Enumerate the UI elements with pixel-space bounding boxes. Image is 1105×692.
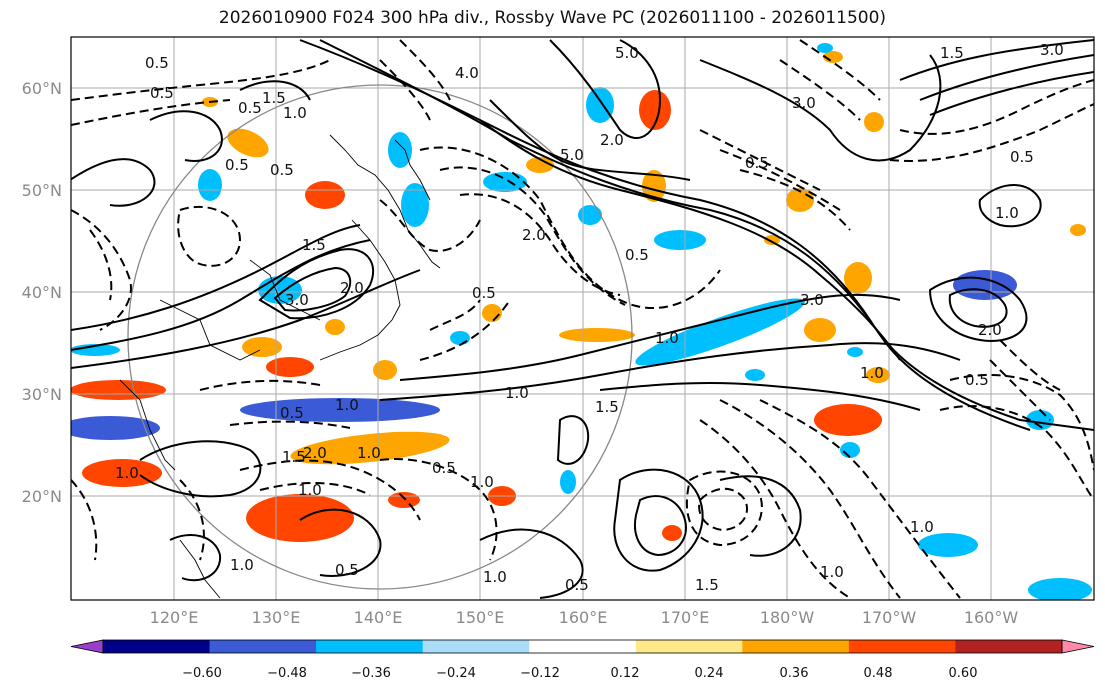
contour-label: 0.5	[625, 246, 649, 264]
colorbar-segment	[529, 640, 637, 653]
contour-label: 0.5	[1010, 148, 1034, 166]
contour-label: 1.5	[695, 576, 719, 594]
contour-label: 0.5	[270, 161, 294, 179]
lat-label: 50°N	[22, 181, 62, 200]
longitude-labels: 120°E 130°E 140°E 150°E 160°E 170°E 180°…	[150, 608, 1019, 627]
contour-label: 2.0	[340, 279, 364, 297]
contour-label: 2.0	[600, 131, 624, 149]
contour-label: 1.0	[995, 204, 1019, 222]
colorbar-tick-label: 0.60	[949, 666, 978, 681]
contour-label: 3.0	[800, 291, 824, 309]
colorbar-segment	[209, 640, 317, 653]
contour-label: 0.5	[238, 99, 262, 117]
colorbar-tick-label: −0.24	[436, 666, 476, 681]
contour-label: 1.0	[115, 464, 139, 482]
contour-label: 0.5	[280, 404, 304, 422]
contour-label: 1.0	[820, 563, 844, 581]
dashed-contours	[71, 39, 1094, 599]
colorbar: −0.60 −0.48 −0.36 −0.24 −0.12 0.12 0.24 …	[70, 639, 1095, 681]
colorbar-segment	[635, 640, 743, 653]
colorbar-frame	[102, 639, 1063, 654]
contour-label: 1.0	[483, 568, 507, 586]
negative-divergence-shading	[71, 43, 1092, 600]
contour-label: 1.0	[357, 444, 381, 462]
contour-label: 0.5	[472, 284, 496, 302]
contour-label: 0.5	[745, 154, 769, 172]
coastlines	[119, 134, 441, 599]
contour-label: 1.0	[505, 384, 529, 402]
contour-label: 1.5	[262, 89, 286, 107]
colorbar-tick-label: 0.24	[695, 666, 724, 681]
lon-label: 150°E	[456, 608, 505, 627]
lon-label: 170°W	[862, 608, 917, 627]
colorbar-tick-label: −0.48	[267, 666, 307, 681]
colorbar-segment	[742, 640, 850, 653]
contour-label: 2.0	[978, 321, 1002, 339]
contour-label: 5.0	[560, 146, 584, 164]
contour-label: 4.0	[455, 64, 479, 82]
lon-label: 160°W	[964, 608, 1019, 627]
contour-label: 1.0	[910, 518, 934, 536]
lat-label: 30°N	[22, 385, 62, 404]
contour-label: 1.5	[282, 448, 306, 466]
rossby-wave-circle	[127, 84, 633, 590]
colorbar-extend-low	[70, 639, 104, 654]
colorbar-tick-label: −0.12	[520, 666, 560, 681]
map-title: 2026010900 F024 300 hPa div., Rossby Wav…	[218, 8, 887, 28]
contour-label: 3.0	[285, 291, 309, 309]
contour-label: 3.0	[792, 94, 816, 112]
contour-label: 1.0	[230, 556, 254, 574]
lon-label: 160°E	[559, 608, 608, 627]
contour-label: 1.0	[655, 329, 679, 347]
colorbar-segments	[70, 639, 1095, 654]
lon-label: 130°E	[252, 608, 301, 627]
contour-label: 1.5	[302, 236, 326, 254]
contour-label: 2.0	[303, 444, 327, 462]
contour-label: 0.5	[432, 459, 456, 477]
lat-label: 40°N	[22, 283, 62, 302]
contour-labels: 0.5 0.5 1.5 1.0 0.5 0.5 0.5 1.5 3.0 4.0 …	[115, 41, 1064, 594]
colorbar-segment	[848, 640, 956, 653]
contour-label: 1.0	[470, 473, 494, 491]
contour-label: 1.5	[595, 398, 619, 416]
map-frame	[70, 36, 1095, 601]
solid-contours	[71, 39, 1094, 599]
colorbar-tick-label: 0.48	[864, 666, 893, 681]
lat-label: 20°N	[22, 487, 62, 506]
lon-label: 180°W	[760, 608, 815, 627]
colorbar-extend-high	[1061, 639, 1095, 654]
contour-label: 0.5	[150, 84, 174, 102]
colorbar-segment	[316, 640, 424, 653]
contour-label: 0.5	[335, 561, 359, 579]
colorbar-segment	[955, 640, 1063, 653]
colorbar-tick-label: −0.60	[182, 666, 222, 681]
colorbar-segment	[422, 640, 530, 653]
contour-label: 2.0	[522, 226, 546, 244]
colorbar-tick-label: 0.12	[611, 666, 640, 681]
contour-label: 1.0	[860, 364, 884, 382]
contour-label: 3.0	[1040, 41, 1064, 59]
colorbar-tick-labels: −0.60 −0.48 −0.36 −0.24 −0.12 0.12 0.24 …	[182, 666, 977, 681]
contour-label: 5.0	[615, 44, 639, 62]
contour-label: 0.5	[145, 54, 169, 72]
contour-label: 1.0	[298, 481, 322, 499]
contour-label: 0.5	[565, 576, 589, 594]
lat-label: 60°N	[22, 79, 62, 98]
colorbar-segment	[103, 640, 211, 653]
latitude-labels: 60°N 50°N 40°N 30°N 20°N	[22, 79, 62, 506]
grid-lines	[71, 37, 1094, 600]
contour-label: 1.0	[283, 104, 307, 122]
contour-label: 1.0	[335, 396, 359, 414]
lon-label: 120°E	[150, 608, 199, 627]
lon-label: 140°E	[354, 608, 403, 627]
contour-label: 0.5	[225, 156, 249, 174]
lon-label: 170°E	[661, 608, 710, 627]
contour-label: 0.5	[965, 371, 989, 389]
colorbar-tick-label: 0.36	[780, 666, 809, 681]
colorbar-tick-label: −0.36	[351, 666, 391, 681]
contour-label: 1.5	[940, 44, 964, 62]
